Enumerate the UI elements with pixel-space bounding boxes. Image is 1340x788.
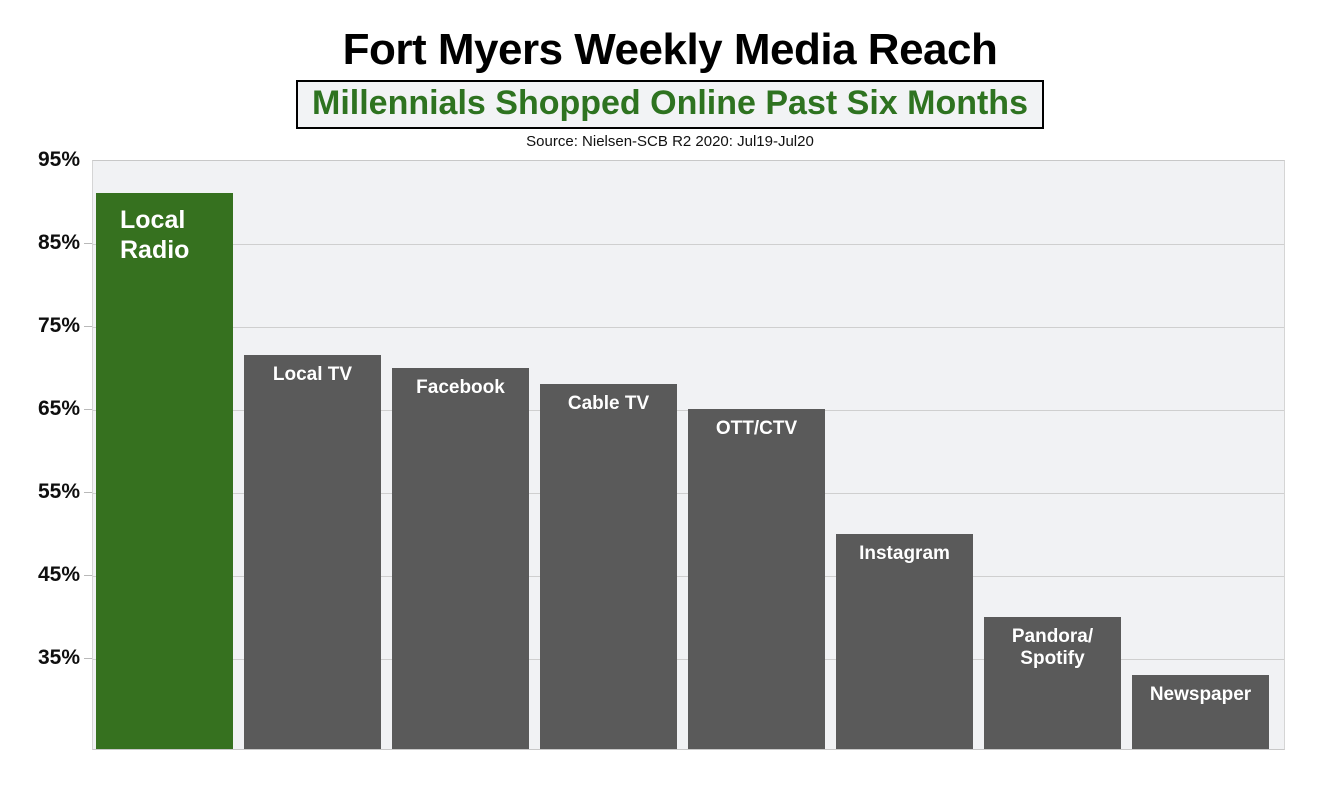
y-axis-tick-mark (84, 243, 92, 244)
y-axis-tick-mark (84, 409, 92, 410)
bar[interactable]: Instagram (836, 533, 973, 749)
subtitle-box: Millennials Shopped Online Past Six Mont… (296, 80, 1044, 130)
bar-label: Instagram (859, 542, 950, 564)
gridline (93, 327, 1284, 328)
chart-source-note: Source: Nielsen-SCB R2 2020: Jul19-Jul20 (526, 133, 814, 151)
bar[interactable]: Newspaper (1132, 674, 1269, 749)
y-axis-tick-mark (84, 575, 92, 576)
y-axis: 95% 85% 75% 65% 55% 45% 35% (0, 0, 92, 788)
bar[interactable]: Local Radio (96, 193, 233, 749)
y-axis-tick-label: 55% (37, 480, 80, 503)
bar-label: OTT/CTV (715, 418, 798, 439)
bar[interactable]: Pandora/ Spotify (984, 616, 1121, 749)
y-axis-tick-label: 35% (37, 646, 80, 669)
y-axis-tick-mark (84, 492, 92, 493)
subtitle-container: Millennials Shopped Online Past Six Mont… (0, 80, 1340, 130)
y-axis-tick-label: 65% (37, 397, 80, 420)
y-axis-tick-label: 45% (37, 563, 80, 586)
gridline (93, 244, 1284, 245)
chart-subtitle: Millennials Shopped Online Past Six Mont… (312, 84, 1028, 122)
bar-label: Newspaper (1149, 683, 1252, 705)
chart-header: Fort Myers Weekly Media Reach Millennial… (0, 0, 1340, 150)
bar-label: Local Radio (120, 206, 190, 265)
bar-label: Pandora/ Spotify (1011, 625, 1094, 669)
bar-label: Cable TV (567, 393, 650, 415)
y-axis-tick-mark (84, 326, 92, 327)
bar-label: Local TV (272, 364, 353, 386)
bar-label: Facebook (416, 376, 505, 398)
bar[interactable]: Local TV (244, 355, 381, 749)
y-axis-tick-label: 95% (37, 148, 80, 171)
bar[interactable]: Cable TV (540, 384, 677, 749)
y-axis-tick-label: 85% (37, 231, 80, 254)
y-axis-tick-label: 75% (37, 314, 80, 337)
bar[interactable]: Facebook (392, 367, 529, 749)
bars-layer: Local Radio Local TV Facebook Cable TV OTT/C… (93, 161, 1284, 749)
bar[interactable]: OTT/CTV (688, 409, 825, 749)
y-axis-tick-mark (84, 658, 92, 659)
chart-title: Fort Myers Weekly Media Reach (342, 25, 998, 74)
plot-area: Local Radio Local TV Facebook Cable TV OTT/C… (92, 160, 1285, 750)
